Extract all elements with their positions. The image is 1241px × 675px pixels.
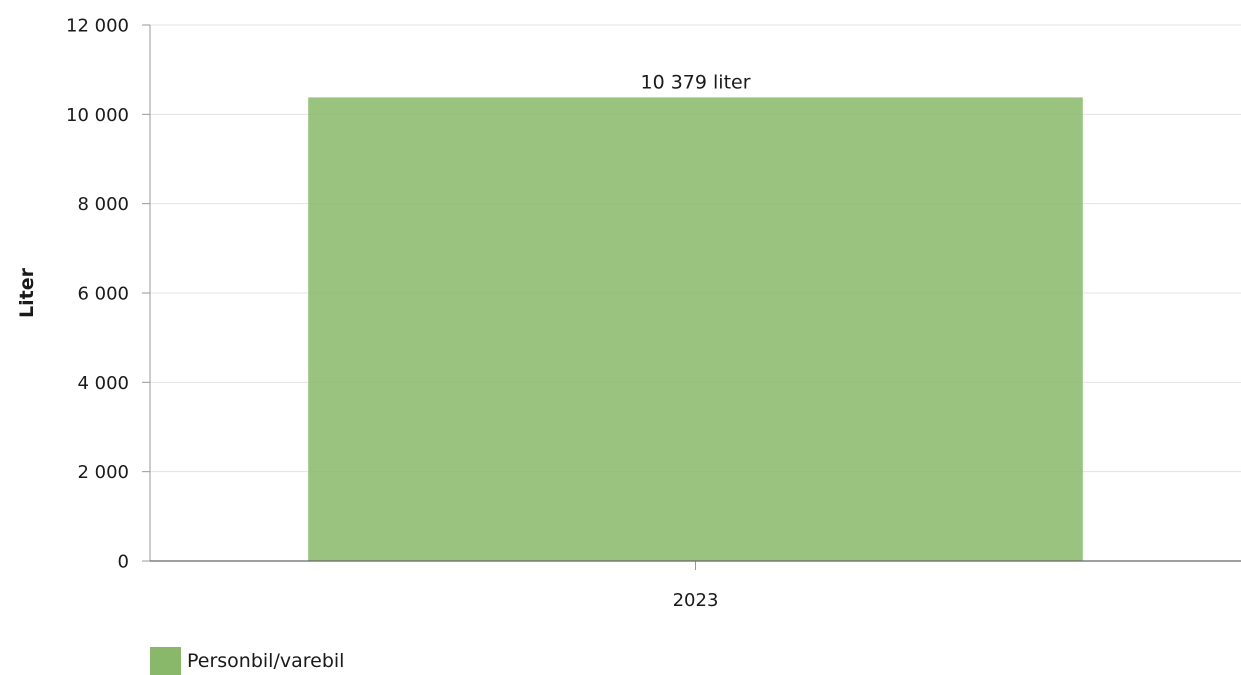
y-tick-label: 10 000: [66, 105, 129, 126]
x-axis: 2023: [150, 560, 1241, 611]
x-tick-label: 2023: [673, 590, 719, 611]
data-label: 10 379 liter: [640, 71, 750, 93]
y-axis: 0 2 000 4 000 6 000 8 000 10 000 12 000: [66, 16, 151, 573]
y-tick-label: 6 000: [77, 284, 129, 305]
y-tick-label: 12 000: [66, 16, 129, 37]
y-tick-label: 0: [118, 552, 129, 573]
legend-label: Personbil/varebil: [187, 650, 345, 672]
y-tick-label: 4 000: [77, 373, 129, 394]
bar: [308, 97, 1083, 561]
y-tick-label: 8 000: [77, 194, 129, 215]
bars: 10 379 liter: [308, 71, 1083, 561]
legend-swatch: [150, 647, 181, 675]
y-axis-title: Liter: [16, 267, 38, 318]
y-tick-label: 2 000: [77, 462, 129, 483]
legend: Personbil/varebil: [150, 647, 344, 675]
bar-chart: 0 2 000 4 000 6 000 8 000 10 000 12 000 10 379…: [16, 16, 1241, 611]
